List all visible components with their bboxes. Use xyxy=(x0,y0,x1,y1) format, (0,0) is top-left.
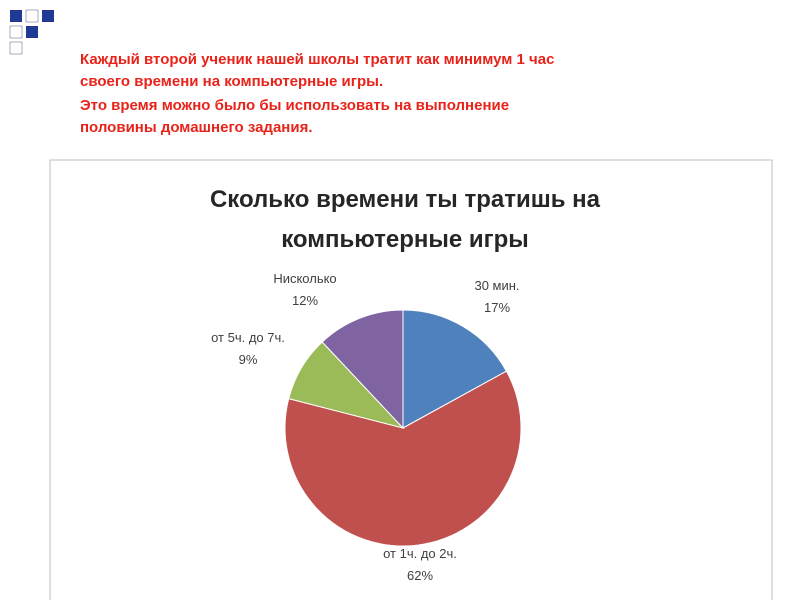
slice-label: от 5ч. до 7ч. xyxy=(211,330,285,345)
pie-slice xyxy=(321,309,404,430)
pie-slice xyxy=(284,370,522,547)
slide-text: своего времени на компьютерные игры. xyxy=(80,73,383,90)
decoration xyxy=(9,9,54,55)
slice-label: Нисколько xyxy=(273,271,336,286)
deco-square xyxy=(25,9,39,23)
deco-square xyxy=(42,10,54,22)
slide-text: Каждый второй ученик нашей школы тратит … xyxy=(80,51,554,68)
chart-title: Сколько времени ты тратишь на компьютерн… xyxy=(209,186,601,253)
deco-square xyxy=(10,10,22,22)
value-label: 62% xyxy=(407,568,433,583)
value-label: 12% xyxy=(292,293,318,308)
deco-square xyxy=(26,26,38,38)
value-label: 9% xyxy=(239,352,258,367)
slide-text: Это время можно было бы использовать на … xyxy=(80,97,509,114)
deco-square xyxy=(9,25,23,39)
pie-slice xyxy=(402,309,508,429)
slice-label: 30 мин. xyxy=(474,278,519,293)
slice-label: от 1ч. до 2ч. xyxy=(383,546,457,561)
value-label: 17% xyxy=(484,300,510,315)
slide-text: половины домашнего задания. xyxy=(80,119,313,136)
deco-square xyxy=(9,41,23,55)
